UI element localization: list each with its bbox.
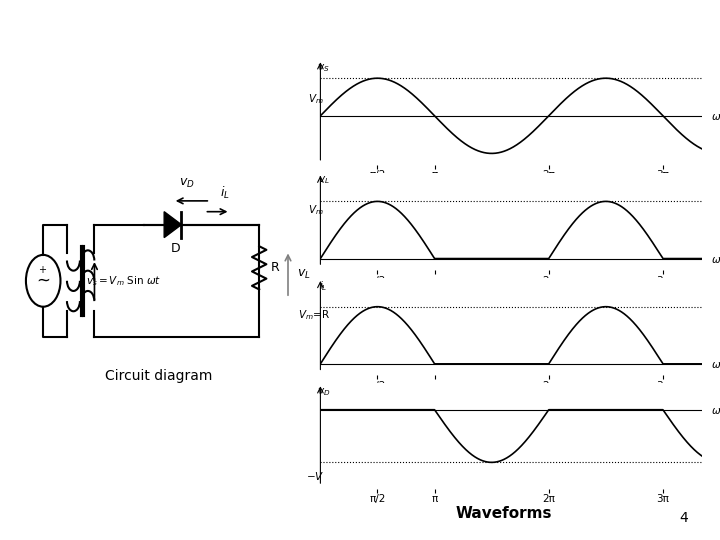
Text: Circuit diagram: Circuit diagram xyxy=(104,369,212,383)
Text: $v_L$: $v_L$ xyxy=(297,268,310,281)
Text: $v_s = V_m$ Sin $\omega t$: $v_s = V_m$ Sin $\omega t$ xyxy=(86,274,161,288)
Text: $-V$: $-V$ xyxy=(306,470,325,482)
Text: $V_m$: $V_m$ xyxy=(307,92,323,106)
Text: D: D xyxy=(171,242,181,255)
Text: $v_S$: $v_S$ xyxy=(318,62,330,74)
Text: ~: ~ xyxy=(36,272,50,290)
Text: $v_D$: $v_D$ xyxy=(179,177,195,190)
Text: Waveforms: Waveforms xyxy=(456,505,552,521)
Text: $\omega t$: $\omega t$ xyxy=(711,404,720,416)
Text: 4: 4 xyxy=(680,511,688,525)
Text: $\omega t$: $\omega t$ xyxy=(711,253,720,265)
Text: $V_m$=R: $V_m$=R xyxy=(297,308,330,322)
Polygon shape xyxy=(164,212,181,238)
Text: $i_L$: $i_L$ xyxy=(220,185,230,201)
Text: R: R xyxy=(271,261,279,274)
Text: $i_L$: $i_L$ xyxy=(319,279,328,293)
Text: $\omega t$: $\omega t$ xyxy=(711,358,720,370)
Text: $V_m$: $V_m$ xyxy=(307,203,323,217)
Text: $v_D$: $v_D$ xyxy=(317,386,330,398)
Text: +: + xyxy=(37,265,46,275)
Text: $v_L$: $v_L$ xyxy=(318,174,329,186)
Text: $\omega t$: $\omega t$ xyxy=(711,110,720,122)
Text: Single-phase half-wave rectifier (R load): Single-phase half-wave rectifier (R load… xyxy=(7,16,369,34)
